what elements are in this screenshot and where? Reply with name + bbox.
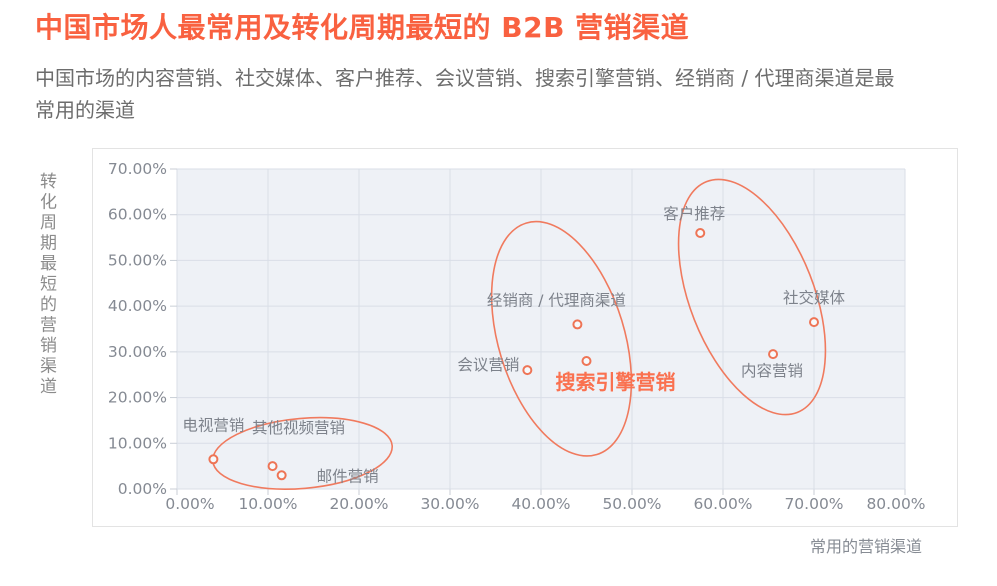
point-label: 经销商 / 代理商渠道 [487,291,626,309]
point-label: 客户推荐 [663,205,725,223]
x-tick-label: 60.00% [693,495,752,513]
y-tick-label: 70.00% [108,160,167,178]
y-tick-label: 20.00% [108,389,167,407]
x-tick-label: 20.00% [329,495,388,513]
scatter-point [695,228,706,238]
point-label-highlight: 搜索引擎营销 [556,370,676,394]
scatter-chart: 0.00% 10.00% 20.00% 30.00% 40.00% 50.00% 60.00… [108,160,926,513]
point-label: 会议营销 [457,356,519,374]
point-label: 邮件营销 [317,467,379,485]
scatter-point [768,349,779,360]
scatter-point [522,365,533,376]
x-tick-label: 0.00% [165,495,214,513]
x-tick-label: 50.00% [602,495,661,513]
point-label: 其他视频营销 [252,419,345,437]
point-label: 内容营销 [741,362,803,380]
y-tick-label: 50.00% [108,251,167,269]
page-title: 中国市场人最常用及转化周期最短的 B2B 营销渠道 [35,11,690,44]
x-tick-label: 10.00% [238,495,297,513]
x-tick-label: 30.00% [420,495,479,513]
page-subtitle-line2: 常用的渠道 [35,98,135,122]
chart-panel: 0.00% 10.00% 20.00% 30.00% 40.00% 50.00% 60.00… [92,148,958,527]
x-axis-title: 常用的营销渠道 [810,537,923,556]
y-tick-label: 60.00% [108,206,167,224]
y-tick-label: 10.00% [108,434,167,452]
scatter-point [208,454,219,465]
y-axis-title: 转化周期最短的营销渠道 [36,172,56,398]
y-tick-label: 40.00% [108,297,167,315]
cluster-ellipse [677,178,827,416]
cluster-ellipse [490,220,633,457]
page-subtitle: 中国市场的内容营销、社交媒体、客户推荐、会议营销、搜索引擎营销、经销商 / 代理… [35,62,975,126]
scatter-point [267,461,278,472]
scatter-point [276,470,287,481]
y-tick-label: 30.00% [108,343,167,361]
page-subtitle-line1: 中国市场的内容营销、社交媒体、客户推荐、会议营销、搜索引擎营销、经销商 / 代理… [35,66,895,90]
x-tick-label: 40.00% [511,495,570,513]
scatter-point [572,319,583,330]
x-tick-label: 80.00% [866,495,925,513]
scatter-point [809,317,819,328]
point-label: 电视营销 [182,416,244,434]
point-label: 社交媒体 [783,289,846,307]
scatter-point [581,356,592,366]
x-tick-label: 70.00% [784,495,843,513]
y-tick-label: 0.00% [118,480,167,498]
